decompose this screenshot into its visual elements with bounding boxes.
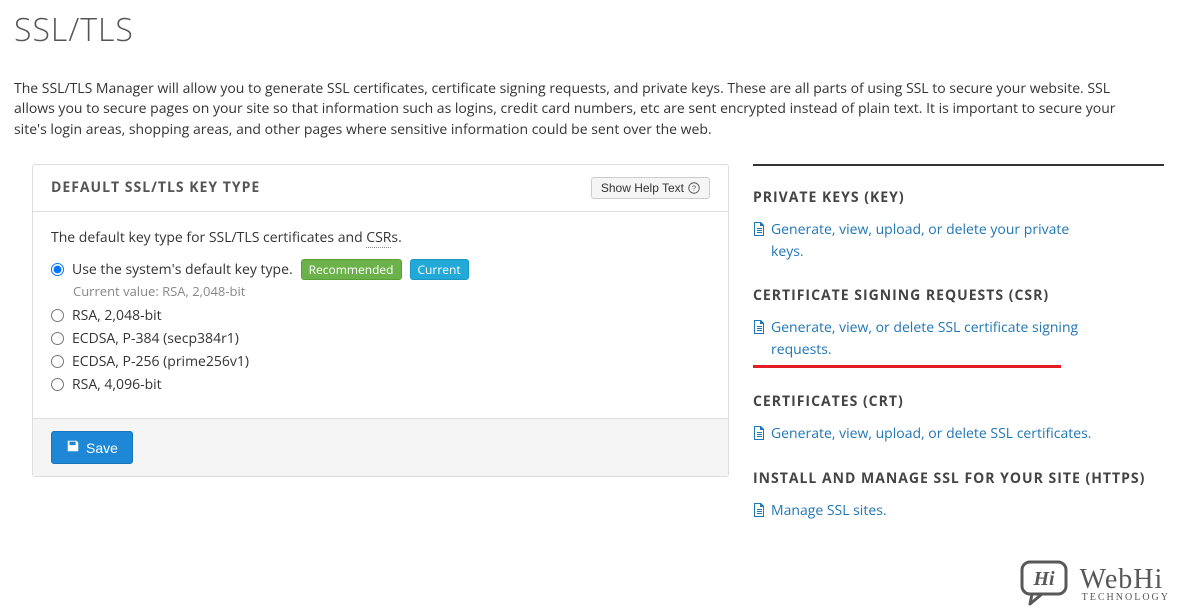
- help-button-label: Show Help Text: [601, 181, 684, 195]
- key-type-panel: DEFAULT SSL/TLS KEY TYPE Show Help Text …: [32, 164, 729, 478]
- radio-ecdsa-p256[interactable]: [51, 355, 64, 368]
- document-icon: [753, 222, 765, 241]
- section-csr: CERTIFICATE SIGNING REQUESTS (CSR) Gener…: [753, 286, 1164, 367]
- option-label: ECDSA, P-256 (prime256v1): [72, 352, 249, 371]
- svg-text:Hi: Hi: [1032, 568, 1055, 590]
- highlight-underline: [753, 365, 1061, 368]
- radio-rsa-4096[interactable]: [51, 378, 64, 391]
- page-description: The SSL/TLS Manager will allow you to ge…: [14, 79, 1134, 140]
- option-ecdsa-p384[interactable]: ECDSA, P-384 (secp384r1): [51, 329, 710, 348]
- section-heading: CERTIFICATES (CRT): [753, 392, 1164, 411]
- link-csr[interactable]: Generate, view, or delete SSL certificat…: [771, 317, 1093, 360]
- sidebar-top-separator: [753, 164, 1164, 166]
- radio-ecdsa-p384[interactable]: [51, 332, 64, 345]
- document-icon: [753, 426, 765, 445]
- radio-rsa-2048[interactable]: [51, 309, 64, 322]
- save-button-label: Save: [86, 440, 118, 456]
- radio-system-default[interactable]: [51, 263, 64, 276]
- current-badge: Current: [410, 259, 469, 281]
- panel-title: DEFAULT SSL/TLS KEY TYPE: [51, 178, 260, 197]
- option-system-default[interactable]: Use the system's default key type. Recom…: [51, 259, 710, 281]
- current-value-text: Current value: RSA, 2,048-bit: [73, 282, 710, 300]
- watermark-logo: Hi WebHi TECHNOLOGY: [1020, 560, 1170, 606]
- key-type-description: The default key type for SSL/TLS certifi…: [51, 228, 710, 247]
- option-rsa-2048[interactable]: RSA, 2,048-bit: [51, 306, 710, 325]
- page-title: SSL/TLS: [14, 8, 1164, 51]
- show-help-button[interactable]: Show Help Text ?: [591, 177, 710, 199]
- question-circle-icon: ?: [688, 182, 700, 194]
- option-label: RSA, 4,096-bit: [72, 375, 162, 394]
- section-heading: PRIVATE KEYS (KEY): [753, 188, 1164, 207]
- option-label: ECDSA, P-384 (secp384r1): [72, 329, 239, 348]
- document-icon: [753, 320, 765, 339]
- save-icon: [66, 439, 80, 456]
- save-button[interactable]: Save: [51, 431, 133, 464]
- recommended-badge: Recommended: [301, 259, 402, 281]
- link-certificates[interactable]: Generate, view, upload, or delete SSL ce…: [771, 423, 1091, 445]
- section-certificates: CERTIFICATES (CRT) Generate, view, uploa…: [753, 392, 1164, 445]
- option-label: Use the system's default key type.: [72, 260, 293, 279]
- watermark-brand: WebHi: [1080, 564, 1164, 595]
- section-heading: INSTALL AND MANAGE SSL FOR YOUR SITE (HT…: [753, 469, 1164, 488]
- watermark-sub: TECHNOLOGY: [1082, 592, 1170, 603]
- option-rsa-4096[interactable]: RSA, 4,096-bit: [51, 375, 710, 394]
- link-private-keys[interactable]: Generate, view, upload, or delete your p…: [771, 219, 1093, 262]
- section-private-keys: PRIVATE KEYS (KEY) Generate, view, uploa…: [753, 188, 1164, 262]
- svg-text:?: ?: [692, 184, 696, 193]
- document-icon: [753, 503, 765, 522]
- key-type-options: Use the system's default key type. Recom…: [51, 259, 710, 395]
- option-ecdsa-p256[interactable]: ECDSA, P-256 (prime256v1): [51, 352, 710, 371]
- option-label: RSA, 2,048-bit: [72, 306, 162, 325]
- link-manage-ssl[interactable]: Manage SSL sites.: [771, 500, 887, 522]
- section-heading: CERTIFICATE SIGNING REQUESTS (CSR): [753, 286, 1164, 305]
- section-install-ssl: INSTALL AND MANAGE SSL FOR YOUR SITE (HT…: [753, 469, 1164, 522]
